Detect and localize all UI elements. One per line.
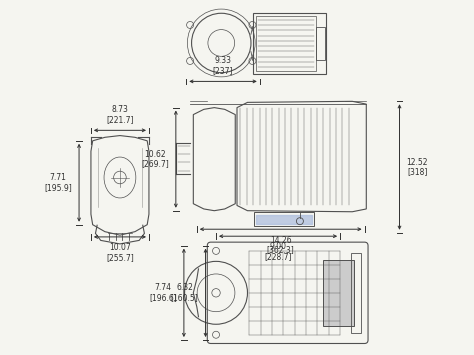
Text: 10.07
[255.7]: 10.07 [255.7] [106, 243, 134, 262]
Text: 7.71
[195.9]: 7.71 [195.9] [44, 173, 72, 192]
Text: 10.62
[269.7]: 10.62 [269.7] [141, 150, 169, 169]
Text: 7.74
[196.6]: 7.74 [196.6] [149, 283, 177, 302]
Text: 6.32
[160.5]: 6.32 [160.5] [171, 283, 199, 302]
Bar [351, 253, 361, 333]
Bar [323, 260, 354, 326]
Text: 8.73
[221.7]: 8.73 [221.7] [106, 105, 134, 124]
Text: 9.00
[228.7]: 9.00 [228.7] [264, 242, 292, 261]
Text: 9.33
[237]: 9.33 [237] [213, 56, 233, 75]
Bar [256, 16, 316, 71]
Text: 12.52
[318]: 12.52 [318] [407, 158, 428, 176]
Bar [316, 27, 325, 60]
Bar [255, 212, 314, 226]
Bar [253, 12, 326, 75]
Text: 14.26
[362.3]: 14.26 [362.3] [267, 235, 294, 254]
